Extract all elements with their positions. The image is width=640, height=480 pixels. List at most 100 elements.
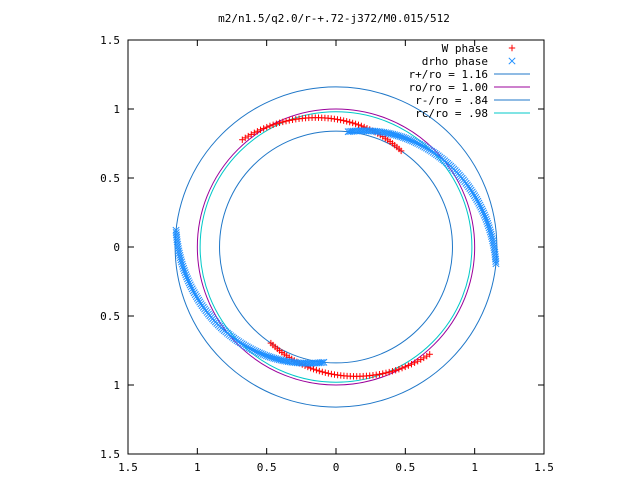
data-point bbox=[319, 368, 326, 376]
data-point bbox=[310, 365, 317, 373]
axis-ticks: 1.5 1 0.5 0 0.5 1 1.51.510.500.511.5 bbox=[100, 34, 554, 474]
data-point bbox=[243, 343, 251, 351]
data-point bbox=[352, 120, 359, 128]
data-point bbox=[248, 131, 255, 138]
data-point bbox=[417, 141, 425, 149]
data-point bbox=[266, 122, 274, 130]
data-point bbox=[488, 232, 496, 240]
data-point bbox=[282, 117, 290, 125]
x-tick-label: 1 bbox=[471, 461, 478, 474]
data-point bbox=[263, 123, 270, 131]
data-point bbox=[343, 118, 350, 125]
data-point bbox=[412, 139, 420, 147]
data-point bbox=[487, 230, 495, 238]
data-point bbox=[392, 367, 399, 374]
data-point bbox=[477, 203, 485, 211]
data-point bbox=[254, 348, 262, 356]
data-point bbox=[179, 262, 187, 270]
legend-label: ro/ro = 1.00 bbox=[409, 81, 488, 94]
y-tick-label: 0.5 bbox=[100, 310, 120, 323]
data-point bbox=[183, 273, 191, 281]
data-point bbox=[417, 356, 424, 363]
data-point bbox=[403, 135, 411, 143]
data-point bbox=[483, 217, 491, 225]
data-point bbox=[408, 361, 415, 368]
circle-2 bbox=[219, 130, 453, 364]
data-point bbox=[410, 138, 418, 146]
data-point bbox=[261, 351, 269, 359]
data-point bbox=[486, 228, 494, 236]
data-point bbox=[185, 279, 193, 287]
data-point bbox=[485, 224, 493, 232]
data-point bbox=[183, 275, 192, 283]
data-point bbox=[486, 226, 494, 234]
data-point bbox=[472, 193, 480, 202]
data-point bbox=[482, 215, 490, 223]
y-tick-label: 0.5 bbox=[100, 172, 120, 185]
data-point bbox=[279, 118, 286, 126]
data-point bbox=[189, 287, 197, 295]
data-point bbox=[473, 195, 481, 203]
data-point bbox=[421, 143, 429, 151]
data-point bbox=[416, 140, 424, 148]
data-point bbox=[273, 120, 280, 127]
circle-1 bbox=[196, 108, 476, 386]
data-point bbox=[181, 269, 189, 277]
data-point bbox=[316, 367, 323, 375]
data-point bbox=[260, 125, 267, 132]
y-tick-label: 0 bbox=[113, 241, 120, 254]
data-point bbox=[340, 117, 347, 124]
data-point bbox=[409, 137, 417, 145]
data-point bbox=[475, 199, 483, 207]
data-point bbox=[257, 350, 265, 358]
data-point bbox=[191, 291, 199, 299]
data-point bbox=[470, 192, 479, 200]
legend-label: drho phase bbox=[422, 55, 488, 68]
data-point bbox=[180, 266, 188, 275]
data-point bbox=[172, 229, 180, 237]
data-point bbox=[313, 366, 320, 374]
circle-3 bbox=[199, 111, 473, 383]
data-point bbox=[180, 264, 188, 272]
data-point bbox=[193, 294, 202, 302]
data-point bbox=[398, 364, 406, 372]
y-tick-label: 1 bbox=[113, 379, 120, 392]
data-point bbox=[386, 368, 393, 376]
data-point bbox=[476, 201, 484, 209]
data-point bbox=[178, 260, 186, 268]
data-point bbox=[182, 271, 190, 279]
data-point bbox=[395, 366, 403, 373]
data-point bbox=[190, 289, 198, 297]
data-point bbox=[480, 211, 489, 219]
data-point bbox=[474, 197, 482, 205]
data-point bbox=[177, 256, 185, 264]
y-tick-label: 1.5 bbox=[100, 34, 120, 47]
data-point bbox=[250, 346, 258, 355]
data-point bbox=[269, 121, 277, 128]
data-point bbox=[255, 349, 263, 357]
data-point bbox=[346, 118, 353, 126]
data-point bbox=[257, 126, 264, 133]
data-point bbox=[405, 136, 413, 144]
data-point bbox=[245, 344, 253, 352]
x-tick-label: 1.5 bbox=[118, 461, 138, 474]
data-point bbox=[192, 292, 200, 301]
data-point bbox=[276, 119, 283, 126]
data-point bbox=[389, 368, 396, 375]
data-point bbox=[248, 346, 256, 354]
legend-label: r+/ro = 1.16 bbox=[409, 68, 488, 81]
data-point bbox=[407, 136, 415, 144]
data-point bbox=[252, 347, 260, 355]
data-point bbox=[411, 359, 418, 366]
data-point bbox=[186, 281, 194, 289]
data-point bbox=[267, 339, 275, 347]
data-point bbox=[176, 251, 184, 259]
data-point bbox=[414, 139, 422, 148]
data-point bbox=[349, 119, 356, 127]
data-point bbox=[484, 219, 492, 228]
data-point bbox=[480, 209, 488, 217]
data-point bbox=[379, 370, 386, 377]
